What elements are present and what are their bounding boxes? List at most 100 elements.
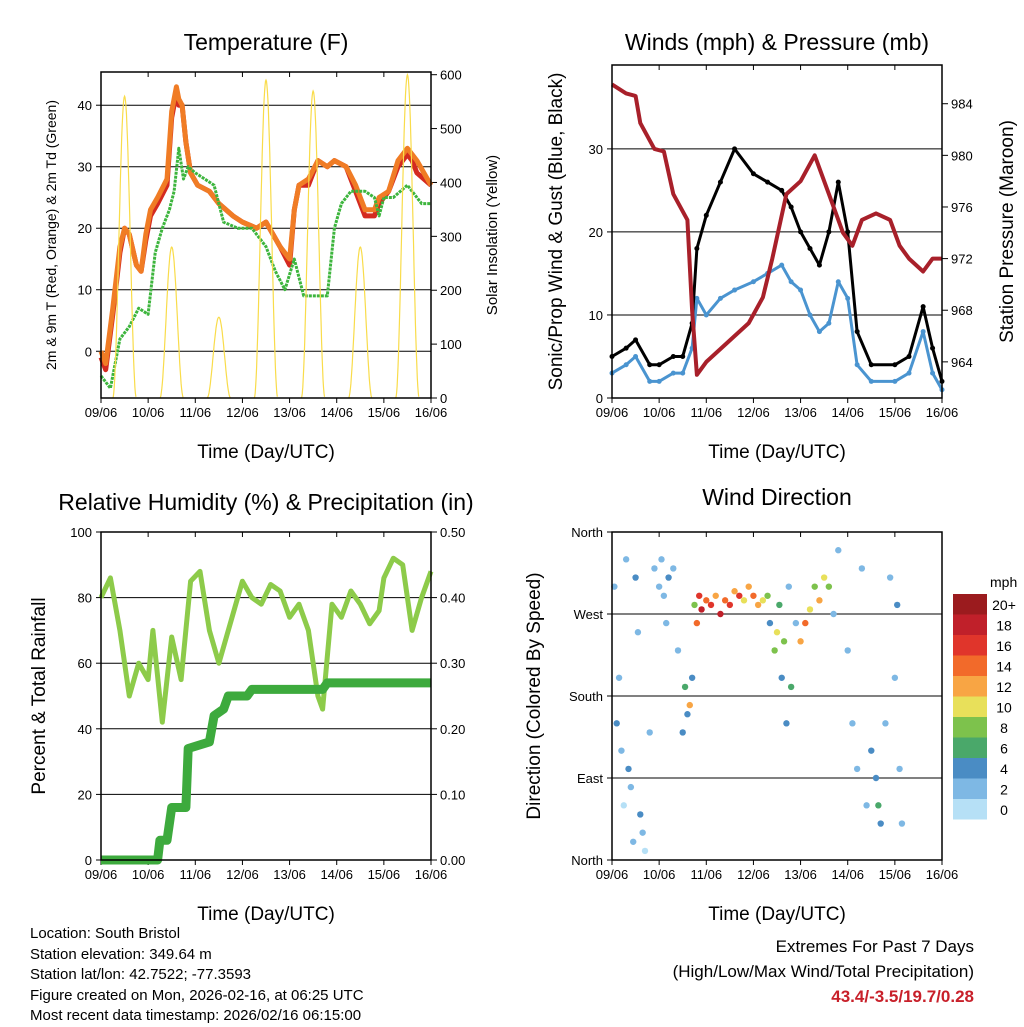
direction-point (825, 583, 833, 590)
figure-created: Figure created on Mon, 2026-02-16, at 06… (30, 986, 364, 1004)
direction-point (882, 720, 889, 727)
wind-point (750, 171, 756, 177)
direction-point (707, 601, 715, 609)
direction-point (731, 588, 738, 595)
y-tick-label: 40 (78, 98, 92, 113)
direction-point (830, 610, 837, 618)
direction-point (670, 565, 677, 572)
direction-point (787, 683, 795, 691)
wind-point (703, 212, 709, 218)
legend-swatch (953, 635, 987, 656)
wind-point (670, 370, 676, 376)
legend-label: 14 (996, 659, 1012, 675)
y-tick-label-right: 500 (440, 122, 462, 137)
x-tick-label: 13/06 (784, 405, 817, 420)
wind-point (779, 187, 785, 193)
wind-point (816, 262, 822, 268)
wind-point (732, 146, 738, 152)
wind-point (623, 362, 629, 368)
wind-point (826, 320, 832, 326)
wind-point (892, 378, 898, 384)
direction-point (858, 565, 866, 572)
y-tick-label-right: 0 (440, 391, 447, 406)
direction-point (811, 583, 818, 590)
wind-point (868, 378, 874, 384)
y-tick-label: North (571, 525, 603, 540)
y-tick-label: 20 (78, 787, 92, 802)
y-tick-label: 100 (70, 525, 92, 540)
direction-point (780, 638, 788, 645)
x-tick-label: 10/06 (132, 405, 165, 420)
direction-point (611, 583, 618, 590)
legend-swatch (953, 799, 987, 820)
y-tick-label-right: 400 (440, 175, 462, 190)
direction-point (773, 629, 781, 636)
x-tick-label: 11/06 (179, 405, 211, 420)
direction-point (766, 619, 774, 627)
y-tick-label-right: 0.00 (440, 853, 465, 868)
wind-point (680, 370, 686, 376)
wind-point (670, 353, 676, 359)
y-tick-label: North (571, 853, 603, 868)
legend-title: mph (990, 574, 1017, 590)
y-axis-label: Percent & Total Rainfall (29, 597, 50, 794)
wind-point (930, 345, 936, 351)
plot-frame (611, 531, 943, 861)
direction-point (641, 847, 649, 855)
x-tick-label: 12/06 (226, 405, 259, 420)
series-9m-t (98, 84, 434, 367)
x-tick-label: 12/06 (737, 867, 770, 882)
direction-point (792, 619, 800, 627)
x-tick-label: 11/06 (690, 405, 722, 420)
wind-point (835, 179, 841, 185)
direction-point (620, 802, 627, 809)
x-tick-label: 10/06 (132, 867, 165, 882)
direction-point (627, 783, 635, 791)
direction-point (637, 811, 644, 818)
direction-point (896, 765, 903, 773)
x-tick-label: 12/06 (226, 867, 259, 882)
direction-point (875, 802, 882, 809)
direction-point (681, 683, 689, 691)
y-tick-label-right: 980 (951, 148, 973, 163)
x-tick-label: 11/06 (179, 867, 211, 882)
wind-point (868, 362, 874, 368)
y-axis-label: Sonic/Prop Wind & Gust (Blue, Black) (546, 73, 567, 391)
direction-point (684, 711, 691, 718)
wind-point (732, 287, 738, 293)
direction-point (717, 610, 724, 618)
wind-point (807, 312, 813, 318)
wind-point (623, 345, 629, 351)
direction-point (797, 638, 804, 645)
legend-swatch (953, 737, 987, 758)
wind-point (633, 337, 639, 343)
y-tick-label: 0 (596, 391, 603, 406)
extremes: Extremes For Past 7 Days (High/Low/Max W… (673, 934, 974, 1009)
wind-point (906, 353, 912, 359)
x-tick-label: 12/06 (737, 405, 770, 420)
solar-peak (206, 316, 231, 399)
x-tick-label: 14/06 (320, 405, 353, 420)
legend-swatch (953, 614, 987, 635)
legend-label: 20+ (992, 597, 1016, 613)
solar-peak (112, 94, 137, 399)
solar-peak (348, 246, 373, 399)
wind-point (788, 204, 794, 210)
y-tick-label: West (574, 607, 604, 622)
direction-point (660, 592, 668, 599)
direction-point (868, 747, 875, 754)
extremes-subtitle: (High/Low/Max Wind/Total Precipitation) (672, 962, 974, 981)
wind-point (920, 304, 926, 310)
solar-peak (300, 89, 326, 399)
legend-label: 8 (1000, 720, 1008, 736)
direction-point (703, 597, 710, 604)
direction-point (615, 674, 623, 681)
plot-area (609, 82, 945, 393)
chart-title: Wind Direction (702, 484, 852, 510)
series-gust (611, 147, 944, 382)
legend-label: 12 (996, 679, 1012, 695)
direction-point (655, 583, 663, 590)
y-axis-label-right: Station Pressure (Maroon) (997, 120, 1018, 343)
direction-point (698, 606, 705, 613)
wind-point (816, 329, 822, 335)
